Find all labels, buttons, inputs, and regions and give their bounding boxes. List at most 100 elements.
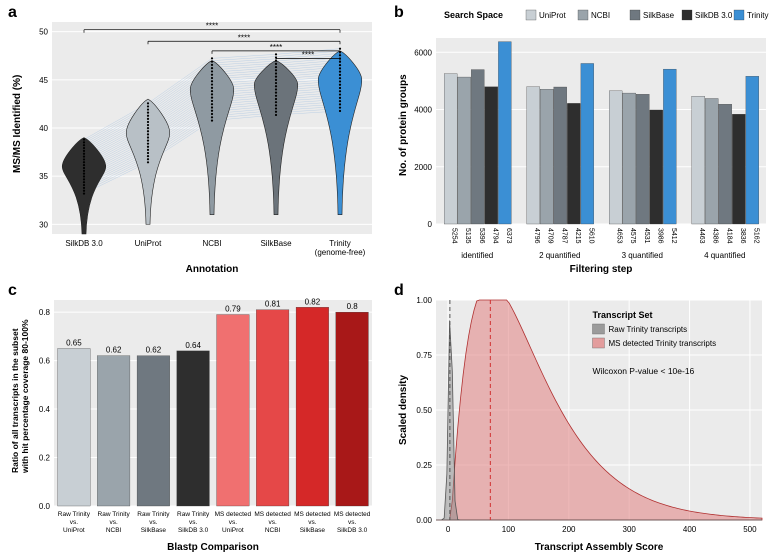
svg-text:300: 300 xyxy=(623,525,637,534)
svg-text:4709: 4709 xyxy=(547,228,554,244)
svg-text:MS detected: MS detected xyxy=(294,511,331,518)
svg-text:2000: 2000 xyxy=(414,163,432,172)
svg-text:0.62: 0.62 xyxy=(146,346,162,355)
panel-d-chart: 0.000.250.500.751.000100200300400500Tran… xyxy=(392,282,772,554)
svg-text:Annotation: Annotation xyxy=(186,264,239,275)
svg-text:Raw Trinity: Raw Trinity xyxy=(137,511,170,518)
svg-text:SilkBase: SilkBase xyxy=(141,527,167,534)
svg-text:vs.: vs. xyxy=(268,519,277,526)
svg-text:****: **** xyxy=(238,33,250,42)
svg-text:SilkBase: SilkBase xyxy=(643,11,675,20)
svg-text:****: **** xyxy=(206,22,218,31)
svg-text:vs.: vs. xyxy=(229,519,238,526)
svg-text:5610: 5610 xyxy=(587,228,594,244)
svg-text:MS/MS Identified (%): MS/MS Identified (%) xyxy=(12,75,23,173)
panel-c: c 0.00.20.40.60.80.65Raw Trinityvs.UniPr… xyxy=(6,282,378,554)
svg-text:0.81: 0.81 xyxy=(265,300,281,309)
svg-text:NCBI: NCBI xyxy=(265,527,281,534)
svg-text:SilkBase: SilkBase xyxy=(260,239,292,248)
panel-b: b 020004000600052545135539647946373ident… xyxy=(392,4,772,276)
svg-text:0.4: 0.4 xyxy=(39,405,51,414)
svg-text:0.8: 0.8 xyxy=(347,302,359,311)
svg-text:5162: 5162 xyxy=(752,228,759,244)
svg-text:Blastp Comparison: Blastp Comparison xyxy=(167,542,259,553)
svg-text:5135: 5135 xyxy=(464,228,471,244)
svg-text:Raw Trinity: Raw Trinity xyxy=(177,511,210,518)
svg-text:500: 500 xyxy=(743,525,757,534)
svg-text:No. of protein groups: No. of protein groups xyxy=(398,74,409,176)
svg-text:4531: 4531 xyxy=(643,228,650,244)
svg-text:SilkDB 3.0: SilkDB 3.0 xyxy=(65,239,103,248)
svg-text:MS detected: MS detected xyxy=(215,511,252,518)
svg-text:0.62: 0.62 xyxy=(106,346,122,355)
svg-text:Transcript Assembly Score: Transcript Assembly Score xyxy=(535,542,664,553)
svg-text:4653: 4653 xyxy=(616,228,623,244)
svg-text:Trinity: Trinity xyxy=(747,11,768,20)
svg-text:200: 200 xyxy=(562,525,576,534)
panel-b-chart: 020004000600052545135539647946373identif… xyxy=(392,4,772,276)
svg-text:5396: 5396 xyxy=(478,228,485,244)
svg-text:4794: 4794 xyxy=(491,228,498,244)
svg-text:Raw Trinity: Raw Trinity xyxy=(58,511,91,518)
svg-text:vs.: vs. xyxy=(189,519,198,526)
svg-text:4 quantified: 4 quantified xyxy=(704,251,745,260)
svg-text:Filtering step: Filtering step xyxy=(570,264,633,275)
svg-text:0.64: 0.64 xyxy=(185,341,201,350)
svg-text:0.8: 0.8 xyxy=(39,308,51,317)
svg-text:400: 400 xyxy=(683,525,697,534)
svg-text:NCBI: NCBI xyxy=(106,527,122,534)
svg-text:SilkBase: SilkBase xyxy=(300,527,326,534)
svg-text:NCBI: NCBI xyxy=(202,239,221,248)
svg-text:5254: 5254 xyxy=(451,228,458,244)
svg-text:SilkDB 3.0: SilkDB 3.0 xyxy=(695,11,733,20)
svg-text:UniProt: UniProt xyxy=(539,11,566,20)
svg-text:vs.: vs. xyxy=(149,519,158,526)
svg-text:Trinity: Trinity xyxy=(329,239,350,248)
panel-d: d 0.000.250.500.751.000100200300400500Tr… xyxy=(392,282,772,554)
svg-text:NCBI: NCBI xyxy=(591,11,610,20)
svg-text:0.75: 0.75 xyxy=(416,351,432,360)
svg-text:vs.: vs. xyxy=(308,519,317,526)
svg-text:4787: 4787 xyxy=(560,228,567,244)
svg-text:vs.: vs. xyxy=(70,519,79,526)
svg-text:UniProt: UniProt xyxy=(222,527,244,534)
svg-text:0.79: 0.79 xyxy=(225,305,241,314)
svg-text:6000: 6000 xyxy=(414,48,432,57)
svg-text:0.2: 0.2 xyxy=(39,454,51,463)
panel-a-chart: 3035404550SilkDB 3.0UniProtNCBISilkBaseT… xyxy=(6,4,378,276)
svg-text:UniProt: UniProt xyxy=(135,239,162,248)
svg-text:35: 35 xyxy=(39,172,48,181)
svg-text:UniProt: UniProt xyxy=(63,527,85,534)
svg-text:Search Space: Search Space xyxy=(444,10,503,20)
svg-text:4000: 4000 xyxy=(414,106,432,115)
panel-a: a 3035404550SilkDB 3.0UniProtNCBISilkBas… xyxy=(6,4,378,276)
svg-text:Ratio of all transcripts in th: Ratio of all transcripts in the subset xyxy=(10,328,20,473)
svg-text:45: 45 xyxy=(39,76,48,85)
figure: a 3035404550SilkDB 3.0UniProtNCBISilkBas… xyxy=(0,0,778,558)
svg-text:SilkDB 3.0: SilkDB 3.0 xyxy=(178,527,209,534)
svg-text:Raw Trinity: Raw Trinity xyxy=(98,511,131,518)
svg-text:2 quantified: 2 quantified xyxy=(539,251,580,260)
svg-text:1.00: 1.00 xyxy=(416,296,432,305)
svg-text:****: **** xyxy=(270,43,282,52)
svg-text:0.6: 0.6 xyxy=(39,357,51,366)
svg-text:4386: 4386 xyxy=(712,228,719,244)
svg-text:100: 100 xyxy=(502,525,516,534)
svg-text:50: 50 xyxy=(39,28,48,37)
svg-text:4215: 4215 xyxy=(574,228,581,244)
svg-text:0.0: 0.0 xyxy=(39,502,51,511)
svg-text:MS detected Trinity transcript: MS detected Trinity transcripts xyxy=(608,339,716,348)
svg-text:6373: 6373 xyxy=(505,228,512,244)
svg-text:4184: 4184 xyxy=(725,228,732,244)
svg-text:3836: 3836 xyxy=(739,228,746,244)
svg-text:0: 0 xyxy=(446,525,451,534)
svg-text:with hit percentage coverage 8: with hit percentage coverage 80-100% xyxy=(20,319,30,474)
svg-text:Transcript Set: Transcript Set xyxy=(592,310,652,320)
svg-text:3986: 3986 xyxy=(656,228,663,244)
svg-text:MS detected: MS detected xyxy=(334,511,371,518)
svg-text:MS detected: MS detected xyxy=(254,511,291,518)
svg-text:Raw Trinity transcripts: Raw Trinity transcripts xyxy=(608,325,687,334)
svg-text:0.50: 0.50 xyxy=(416,406,432,415)
svg-text:(genome-free): (genome-free) xyxy=(315,248,366,257)
panel-c-chart: 0.00.20.40.60.80.65Raw Trinityvs.UniProt… xyxy=(6,282,378,554)
